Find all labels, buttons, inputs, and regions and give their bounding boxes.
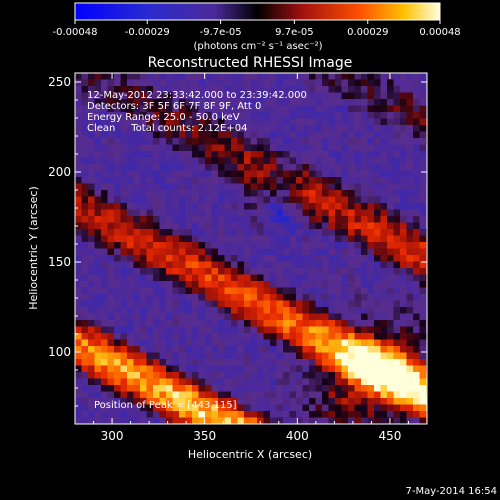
axis-ticks: 300 350 400 450 100 150 200 250 <box>48 73 427 443</box>
annotation-time-range: 12-May-2012 23:33:42.000 to 23:39:42.000 <box>87 90 307 101</box>
colorbar-tick-label: -9.7e-05 <box>200 27 242 38</box>
y-tick-label: 200 <box>48 165 71 179</box>
y-tick-label: 250 <box>48 75 71 89</box>
x-tick-label: 450 <box>378 429 401 443</box>
colorbar-tick-label: -0.00029 <box>125 27 170 38</box>
x-tick-label: 350 <box>193 429 216 443</box>
heatmap-image <box>75 73 427 424</box>
x-axis-label: Heliocentric X (arcsec) <box>188 448 312 461</box>
colorbar-tick-label: 9.7e-05 <box>275 27 313 38</box>
colorbar-unit-label: (photons cm⁻² s⁻¹ asec⁻²) <box>193 41 322 52</box>
colorbar-tick-label: 0.00029 <box>347 27 388 38</box>
y-axis-label: Heliocentric Y (arcsec) <box>27 186 40 310</box>
x-tick-label: 300 <box>101 429 124 443</box>
annotation-detectors: Detectors: 3F 5F 6F 7F 8F 9F, Att 0 <box>87 101 261 112</box>
colorbar <box>74 2 441 21</box>
annotation-energy-range: Energy Range: 25.0 - 50.0 keV <box>87 112 240 123</box>
y-tick-label: 150 <box>48 255 71 269</box>
colorbar-tick-label: 0.00048 <box>419 27 460 38</box>
chart-title: Reconstructed RHESSI Image <box>148 55 353 71</box>
plot-frame <box>74 72 428 425</box>
footer-date: 7-May-2014 16:54 <box>405 486 497 497</box>
peak-position-label: Position of Peak = [443,115] <box>94 400 237 411</box>
annotation-clean-counts: Clean Total counts: 2.12E+04 <box>87 123 247 134</box>
y-tick-label: 100 <box>48 345 71 359</box>
colorbar-ticks: -0.00048 -0.00029 -9.7e-05 9.7e-05 0.00029 0.… <box>53 20 461 38</box>
x-tick-label: 400 <box>286 429 309 443</box>
colorbar-tick-label: -0.00048 <box>53 27 98 38</box>
